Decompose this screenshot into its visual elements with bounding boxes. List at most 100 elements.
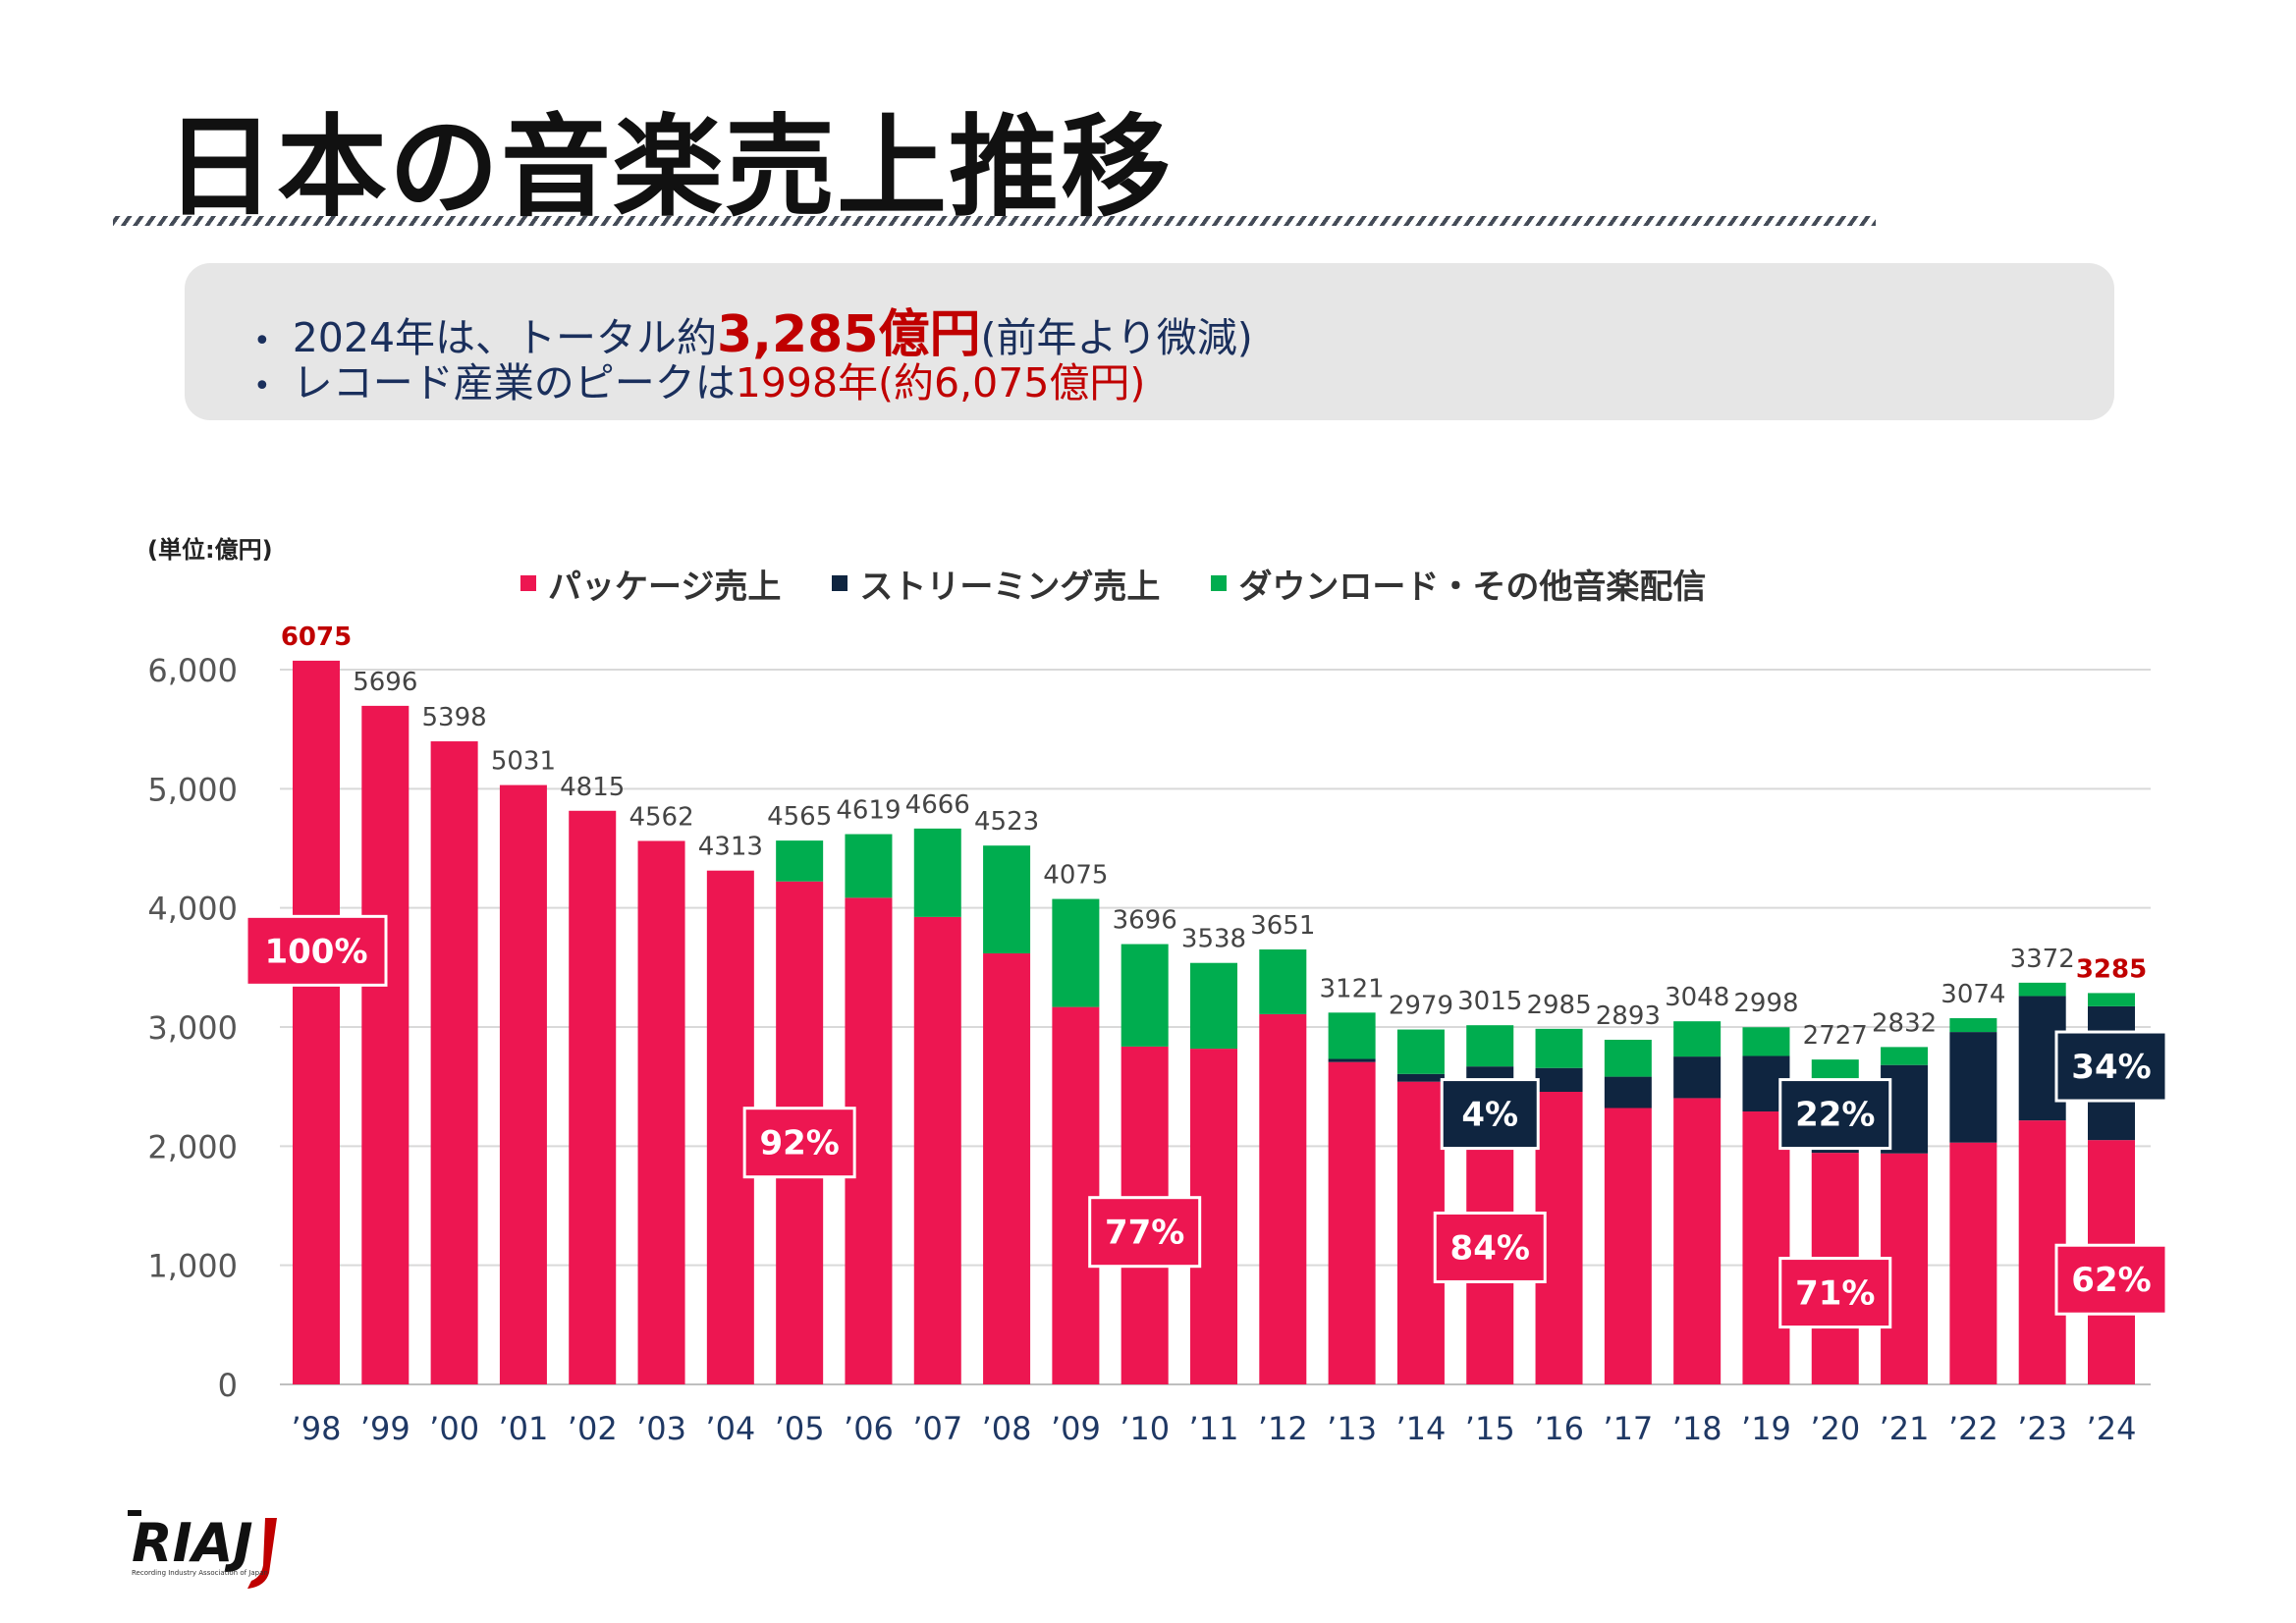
total-label: 4565 — [767, 802, 832, 832]
x-tick-label: ’23 — [2017, 1410, 2067, 1447]
bar-segment-package — [1328, 1061, 1376, 1384]
bar-segment-package — [499, 784, 547, 1384]
bar-segment-download — [1466, 1025, 1514, 1067]
total-label: 3372 — [2010, 945, 2075, 974]
total-label: 3074 — [1941, 980, 2005, 1009]
total-label: 2998 — [1733, 989, 1798, 1018]
svg-text:Recording Industry Association: Recording Industry Association of Japan — [132, 1569, 268, 1577]
bar-segment-streaming — [1396, 1073, 1445, 1082]
x-tick-label: ’08 — [982, 1410, 1032, 1447]
bar-segment-download — [1673, 1021, 1722, 1057]
bar-segment-package — [1673, 1098, 1722, 1384]
legend-item-package: パッケージ売上 — [520, 560, 781, 608]
x-tick-label: ’19 — [1741, 1410, 1791, 1447]
total-2024: 3,285億円 — [717, 305, 981, 364]
bar-segment-streaming — [1949, 1032, 1997, 1143]
summary-line-1: • 2024年は、トータル約3,285億円(前年より微減) — [253, 305, 1253, 364]
bar-segment-download — [1328, 1012, 1376, 1059]
x-tick-label: ’14 — [1395, 1410, 1446, 1447]
x-tick-label: ’06 — [844, 1410, 894, 1447]
bar-segment-streaming — [1673, 1056, 1722, 1099]
total-label: 4666 — [905, 790, 970, 820]
x-tick-label: ’01 — [498, 1410, 548, 1447]
total-label: 5696 — [353, 668, 417, 697]
share-label: 34% — [2071, 1048, 2151, 1087]
chart-legend: パッケージ売上 ストリーミング売上 ダウンロード・その他音楽配信 — [520, 560, 1706, 608]
bar-segment-package — [1604, 1108, 1652, 1384]
bar-segment-download — [1535, 1028, 1583, 1068]
bullet-icon: • — [253, 323, 271, 358]
title-divider — [113, 216, 1876, 226]
x-tick-label: ’99 — [360, 1410, 410, 1447]
total-label: 4313 — [698, 833, 763, 862]
y-tick-label: 3,000 — [147, 1009, 238, 1047]
x-tick-label: ’10 — [1120, 1410, 1170, 1447]
x-tick-label: ’09 — [1051, 1410, 1101, 1447]
share-label: 22% — [1795, 1096, 1875, 1135]
x-tick-label: ’15 — [1465, 1410, 1515, 1447]
bar-segment-download — [1742, 1027, 1790, 1056]
share-label-box — [1088, 1196, 1202, 1269]
x-tick-label: ’98 — [292, 1410, 342, 1447]
y-tick-label: 1,000 — [147, 1248, 238, 1285]
bar-segment-download — [983, 845, 1031, 954]
share-label-box — [2054, 1030, 2168, 1103]
x-tick-label: ’04 — [705, 1410, 755, 1447]
total-label: 4523 — [974, 807, 1039, 837]
share-label: 92% — [759, 1124, 839, 1163]
bar-segment-package — [430, 741, 478, 1384]
bar-segment-package — [1052, 1006, 1100, 1384]
bar-segment-download — [776, 840, 824, 882]
share-label: 62% — [2071, 1261, 2151, 1300]
share-label-box — [2054, 1243, 2168, 1316]
share-label: 4% — [1461, 1096, 1518, 1135]
summary-line-2: • レコード産業のピークは1998年(約6,075億円) — [253, 359, 1146, 406]
bar-segment-package — [361, 705, 410, 1384]
bar-segment-download — [2018, 982, 2066, 997]
x-tick-label: ’05 — [775, 1410, 825, 1447]
bar-segment-streaming — [1604, 1076, 1652, 1109]
share-label-box — [1440, 1078, 1540, 1151]
legend-swatch-package — [520, 575, 536, 591]
total-label: 2832 — [1872, 1008, 1937, 1038]
legend-swatch-download — [1211, 575, 1228, 591]
bar-segment-download — [1121, 944, 1169, 1047]
y-tick-label: 0 — [218, 1367, 238, 1404]
bar-segment-download — [2088, 993, 2135, 1006]
x-tick-label: ’24 — [2087, 1410, 2137, 1447]
total-label: 6075 — [281, 622, 352, 652]
x-tick-label: ’16 — [1534, 1410, 1584, 1447]
share-label-box — [1778, 1257, 1892, 1329]
bar-segment-download — [1052, 898, 1100, 1007]
total-label: 2985 — [1526, 991, 1591, 1020]
total-label: 5398 — [422, 703, 487, 732]
share-label-box — [742, 1107, 856, 1179]
bar-segment-download — [1811, 1059, 1859, 1083]
share-label: 71% — [1795, 1274, 1875, 1314]
bar-segment-package — [913, 916, 961, 1384]
y-tick-label: 6,000 — [147, 652, 238, 689]
bar-segment-download — [1190, 962, 1237, 1050]
x-tick-label: ’13 — [1327, 1410, 1377, 1447]
page-title: 日本の音楽売上推移 — [165, 104, 1173, 232]
bar-segment-streaming — [1328, 1058, 1376, 1062]
total-label: 4815 — [560, 773, 625, 802]
total-label: 3651 — [1250, 911, 1315, 941]
legend-item-streaming: ストリーミング売上 — [832, 560, 1160, 608]
total-label: 3015 — [1457, 987, 1522, 1016]
x-tick-label: ’12 — [1258, 1410, 1308, 1447]
riaj-logo: RIAJ Recording Industry Association of J… — [128, 1510, 277, 1589]
x-tick-label: ’22 — [1948, 1410, 1998, 1447]
total-label: 3696 — [1113, 906, 1177, 936]
svg-text:RIAJ: RIAJ — [132, 1512, 253, 1574]
bar-segment-package — [293, 660, 340, 1384]
total-label: 2893 — [1596, 1001, 1661, 1031]
peak-year: 1998年(約6,075億円) — [735, 359, 1146, 406]
x-tick-label: ’00 — [429, 1410, 479, 1447]
bar-segment-package — [1949, 1142, 1997, 1384]
x-tick-label: ’07 — [912, 1410, 962, 1447]
bar-segment-package — [1742, 1111, 1790, 1384]
bar-segment-package — [637, 840, 685, 1384]
x-tick-label: ’20 — [1810, 1410, 1860, 1447]
bullet-icon: • — [253, 368, 271, 404]
